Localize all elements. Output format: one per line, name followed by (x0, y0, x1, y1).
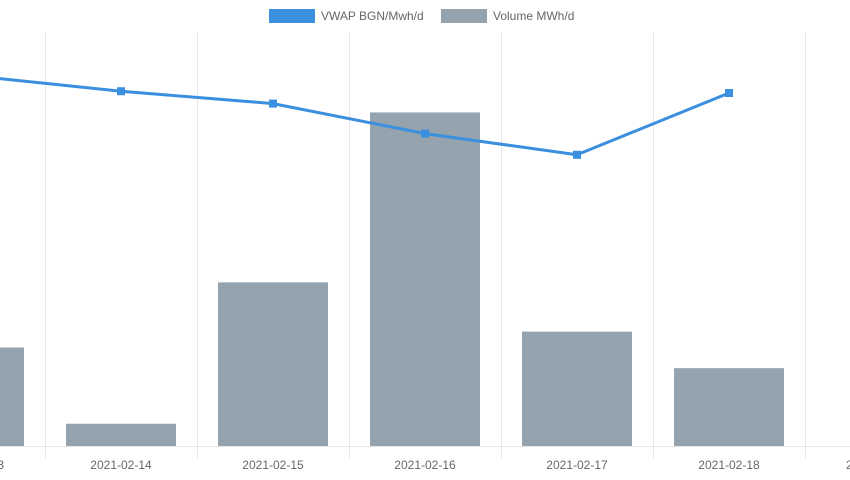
vwap-point[interactable] (269, 99, 277, 108)
vwap-point[interactable] (421, 129, 429, 138)
volume-bar[interactable] (0, 347, 24, 446)
vwap-point[interactable] (117, 87, 125, 96)
volume-bar[interactable] (674, 368, 784, 446)
x-tick-label: 2021-02-17 (546, 458, 608, 472)
vwap-point[interactable] (725, 89, 733, 98)
legend-swatch-volume (441, 9, 487, 23)
legend-label-volume: Volume MWh/d (493, 9, 574, 23)
x-axis-ticks: 3 2021-02-14 2021-02-15 2021-02-16 2021-02-1… (0, 458, 850, 472)
x-tick-label: 2021-02-15 (242, 458, 304, 472)
x-tick-label: 2021-02-16 (394, 458, 456, 472)
volume-bar[interactable] (218, 282, 328, 446)
x-tick-label: 2 (846, 458, 850, 472)
vwap-line-series (0, 77, 733, 159)
vwap-point[interactable] (573, 150, 581, 159)
volume-bars (0, 112, 784, 446)
legend-swatch-vwap (269, 9, 315, 23)
vwap-line (0, 77, 730, 157)
volume-bar[interactable] (370, 112, 480, 446)
x-tick-label: 2021-02-18 (698, 458, 760, 472)
legend-label-vwap: VWAP BGN/Mwh/d (321, 9, 424, 23)
legend-item-vwap[interactable]: VWAP BGN/Mwh/d (269, 9, 424, 23)
legend: VWAP BGN/Mwh/d Volume MWh/d (269, 9, 574, 23)
grid-lines (0, 33, 850, 458)
legend-item-volume[interactable]: Volume MWh/d (441, 9, 574, 23)
volume-bar[interactable] (522, 331, 632, 446)
volume-bar[interactable] (66, 423, 176, 446)
x-tick-label: 3 (0, 458, 4, 472)
x-tick-label: 2021-02-14 (90, 458, 152, 472)
